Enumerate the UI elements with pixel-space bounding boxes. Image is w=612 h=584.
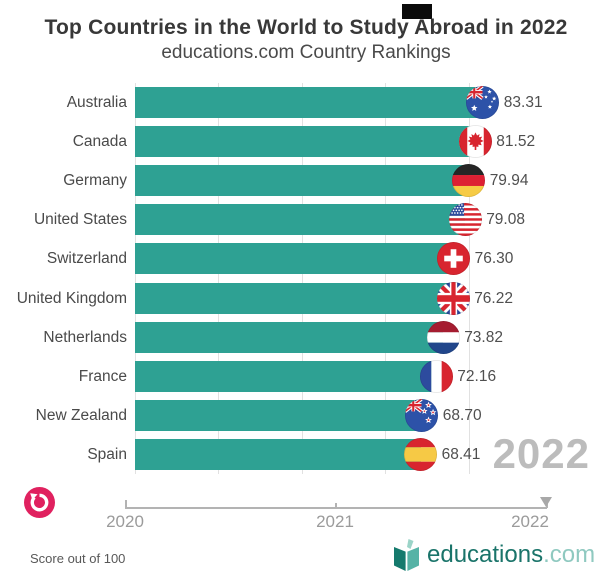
- gridline-20: [218, 83, 219, 474]
- chart-title: Top Countries in the World to Study Abro…: [44, 16, 568, 39]
- united-states-flag-icon: [448, 203, 482, 237]
- country-label-germany: Germany: [63, 171, 127, 189]
- australia-flag-icon: [466, 85, 500, 119]
- country-label-australia: Australia: [66, 93, 127, 111]
- plot-area: Australia 83.31 Canada 81.52 Germany 79.94 U…: [0, 83, 612, 477]
- black-artifact: [402, 4, 432, 19]
- value-label-spain: 68.41: [441, 446, 481, 464]
- gridline-80: [468, 83, 470, 474]
- gridline-0: [134, 83, 136, 474]
- bar-row-france: France 72.16: [0, 359, 612, 393]
- timeline-tick-mid: [335, 503, 337, 508]
- score-footnote: Score out of 100: [30, 551, 126, 566]
- value-label-netherlands: 73.82: [464, 328, 503, 346]
- timeline-label-2022: 2022: [511, 512, 549, 531]
- value-label-germany: 79.94: [489, 171, 529, 189]
- new-zealand-flag-icon: [405, 399, 439, 433]
- bar-row-spain: Spain 68.41: [0, 438, 612, 472]
- bar-netherlands[interactable]: [135, 321, 444, 353]
- country-label-new-zealand: New Zealand: [35, 407, 127, 425]
- canada-flag-icon: [458, 124, 492, 158]
- france-flag-icon: [419, 359, 453, 393]
- country-label-france: France: [78, 367, 127, 385]
- educations-book-icon: [393, 538, 420, 577]
- value-label-australia: 83.31: [503, 93, 543, 111]
- value-label-new-zealand: 68.70: [442, 407, 482, 425]
- educations-logo[interactable]: educations.com: [393, 538, 595, 577]
- bar-row-switzerland: Switzerland 76.30: [0, 242, 612, 276]
- bar-australia[interactable]: [135, 86, 483, 118]
- gridline-40: [301, 83, 303, 474]
- bar-new-zealand[interactable]: [135, 400, 422, 432]
- value-label-canada: 81.52: [496, 132, 536, 150]
- country-label-united-kingdom: United Kingdom: [16, 289, 127, 307]
- timeline-label-2021: 2021: [316, 512, 354, 531]
- bar-row-netherlands: Netherlands 73.82: [0, 320, 612, 354]
- bar-france[interactable]: [135, 360, 437, 392]
- germany-flag-icon: [452, 163, 486, 197]
- bar-row-united-kingdom: United Kingdom 76.22: [0, 281, 612, 315]
- logo-suffix: .com: [543, 541, 596, 568]
- country-label-canada: Canada: [72, 132, 127, 150]
- netherlands-flag-icon: [426, 320, 460, 354]
- value-label-france: 72.16: [457, 367, 497, 385]
- bar-row-germany: Germany 79.94: [0, 163, 612, 197]
- bar-row-united-states: United States 79.08: [0, 203, 612, 237]
- chart-subtitle: educations.com Country Rankings: [161, 42, 451, 63]
- bar-row-canada: Canada 81.52: [0, 124, 612, 158]
- united-kingdom-flag-icon: [436, 281, 470, 315]
- bar-canada[interactable]: [135, 125, 476, 157]
- bar-germany[interactable]: [135, 164, 469, 196]
- value-label-switzerland: 76.30: [474, 250, 514, 268]
- spain-flag-icon: [404, 438, 438, 472]
- timeline-tick-start: [125, 500, 127, 508]
- country-label-switzerland: Switzerland: [46, 250, 127, 268]
- bar-united-states[interactable]: [135, 204, 466, 236]
- timeline-label-2020: 2020: [106, 512, 144, 531]
- country-label-spain: Spain: [87, 446, 127, 464]
- replay-icon: [24, 487, 55, 518]
- country-label-united-states: United States: [33, 211, 127, 229]
- replay-button[interactable]: [24, 487, 55, 518]
- gridline-60: [385, 83, 386, 474]
- bar-row-new-zealand: New Zealand 68.70: [0, 399, 612, 433]
- bar-switzerland[interactable]: [135, 243, 454, 275]
- bar-row-australia: Australia 83.31: [0, 85, 612, 119]
- bar-united-kingdom[interactable]: [135, 282, 454, 314]
- logo-text: educations: [427, 541, 544, 568]
- year-watermark: 2022: [492, 430, 590, 477]
- country-label-netherlands: Netherlands: [43, 328, 127, 346]
- timeline-track[interactable]: [125, 507, 547, 509]
- value-label-united-states: 79.08: [486, 211, 525, 229]
- switzerland-flag-icon: [437, 242, 471, 276]
- value-label-united-kingdom: 76.22: [474, 289, 513, 307]
- timeline-handle-icon[interactable]: [540, 497, 552, 507]
- bar-spain[interactable]: [135, 439, 421, 471]
